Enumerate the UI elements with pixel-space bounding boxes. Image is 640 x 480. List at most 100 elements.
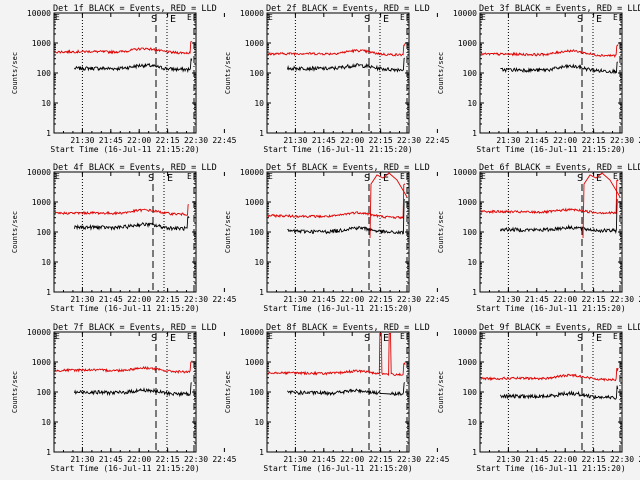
xtick-label: 21:30 [496, 455, 520, 464]
ytick-label: 1000 [32, 198, 51, 207]
xtick-label: 22:30 [610, 455, 634, 464]
ytick-label: 10 [467, 418, 477, 427]
ytick-label: 1 [46, 129, 51, 138]
xtick-label: 21:45 [312, 295, 336, 304]
end-marker-label: E [383, 173, 389, 184]
end-marker-label: E [187, 13, 192, 22]
end-marker-label: E [613, 332, 618, 341]
xtick-label: 22:00 [553, 295, 577, 304]
x-axis-label: Start Time (16-Jul-11 21:15:20) [50, 464, 199, 473]
xtick-label: 22:30 [397, 295, 421, 304]
xtick-label: 22:15 [369, 295, 393, 304]
xtick-label: 21:45 [312, 136, 336, 145]
xtick-label: 21:45 [99, 455, 123, 464]
end-marker-label: E [481, 172, 486, 181]
chart-panel-3: Det 3f BLACK = Events, RED = LLD 1 10 100 10… [437, 4, 640, 154]
end-marker-label: E [268, 172, 273, 181]
plot-frame [53, 171, 197, 293]
ytick-label: 10000 [453, 168, 477, 177]
xtick-label: 21:30 [496, 136, 520, 145]
xtick-label: 21:45 [99, 136, 123, 145]
lld-series-line [480, 44, 619, 59]
ytick-label: 1000 [245, 358, 264, 367]
ytick-label: 100 [37, 388, 52, 397]
xtick-label: 22:15 [582, 136, 606, 145]
plot-frame [479, 12, 623, 134]
end-marker-label: E [268, 332, 273, 341]
plot-frame [479, 331, 623, 453]
panel-title: Det 5f BLACK = Events, RED = LLD [266, 163, 430, 173]
ytick-label: 100 [463, 228, 478, 237]
ytick-label: 1 [472, 129, 477, 138]
end-marker-label: E [613, 172, 618, 181]
xtick-label: 22:00 [340, 295, 364, 304]
start-marker-label: S [151, 14, 157, 25]
lld-series-line [267, 332, 406, 377]
end-marker-label: E [55, 13, 60, 22]
start-marker-label: S [577, 14, 583, 25]
lld-series-line [54, 360, 193, 374]
ytick-label: 1000 [32, 39, 51, 48]
ytick-label: 100 [250, 388, 265, 397]
events-series-line [286, 57, 405, 73]
chart-panel-6: Det 6f BLACK = Events, RED = LLD 1 10 100 10… [437, 163, 640, 313]
ytick-label: 10 [254, 418, 264, 427]
end-marker-label: E [268, 13, 273, 22]
lld-series-line [480, 179, 619, 215]
start-marker-label: S [364, 173, 370, 184]
end-marker-label: E [481, 332, 486, 341]
xtick-label: 22:00 [127, 295, 151, 304]
start-marker-label: S [577, 173, 583, 184]
end-marker-label: E [383, 333, 389, 344]
ytick-label: 10 [41, 258, 51, 267]
end-marker-label: E [400, 13, 405, 22]
xtick-label: 22:45 [212, 136, 236, 145]
xtick-label: 21:30 [283, 136, 307, 145]
ytick-label: 1000 [458, 358, 477, 367]
xtick-label: 22:45 [212, 455, 236, 464]
xtick-label: 22:00 [553, 455, 577, 464]
ytick-label: 1 [46, 448, 51, 457]
events-series-line [73, 382, 192, 398]
end-marker-label: E [596, 173, 602, 184]
ytick-label: 10000 [240, 9, 264, 18]
xtick-label: 22:45 [425, 136, 449, 145]
end-marker-label: E [596, 333, 602, 344]
xtick-label: 22:45 [638, 455, 640, 464]
x-axis-label: Start Time (16-Jul-11 21:15:20) [263, 464, 412, 473]
ytick-label: 100 [250, 228, 265, 237]
plot-frame [266, 12, 410, 134]
events-series-line [499, 198, 618, 235]
end-marker-label: E [55, 172, 60, 181]
end-marker-label: E [383, 14, 389, 25]
panel-title: Det 3f BLACK = Events, RED = LLD [479, 4, 640, 14]
ytick-label: 10000 [453, 328, 477, 337]
y-axis-label: Counts/sec [224, 371, 232, 413]
events-series-line [287, 382, 406, 397]
ytick-label: 1000 [245, 39, 264, 48]
xtick-label: 21:30 [70, 455, 94, 464]
ytick-label: 10000 [27, 328, 51, 337]
end-marker-label: E [613, 13, 618, 22]
end-marker-label: E [400, 172, 405, 181]
xtick-label: 22:00 [127, 455, 151, 464]
lld-series-line [267, 43, 406, 57]
ytick-label: 10 [467, 258, 477, 267]
start-marker-label: S [148, 173, 154, 184]
ytick-label: 1 [46, 288, 51, 297]
start-marker-label: S [151, 333, 157, 344]
ytick-label: 100 [37, 228, 52, 237]
xtick-label: 22:45 [425, 295, 449, 304]
xtick-label: 22:15 [156, 455, 180, 464]
ytick-label: 1 [472, 448, 477, 457]
chart-panel-4: Det 4f BLACK = Events, RED = LLD 1 10 100 10… [11, 163, 237, 313]
panel-title: Det 1f BLACK = Events, RED = LLD [53, 4, 217, 14]
ytick-label: 100 [37, 69, 52, 78]
xtick-label: 21:30 [283, 295, 307, 304]
end-marker-label: E [187, 172, 192, 181]
end-marker-label: E [167, 173, 173, 184]
events-series-line [499, 385, 619, 400]
end-marker-label: E [400, 332, 405, 341]
xtick-label: 21:45 [525, 136, 549, 145]
